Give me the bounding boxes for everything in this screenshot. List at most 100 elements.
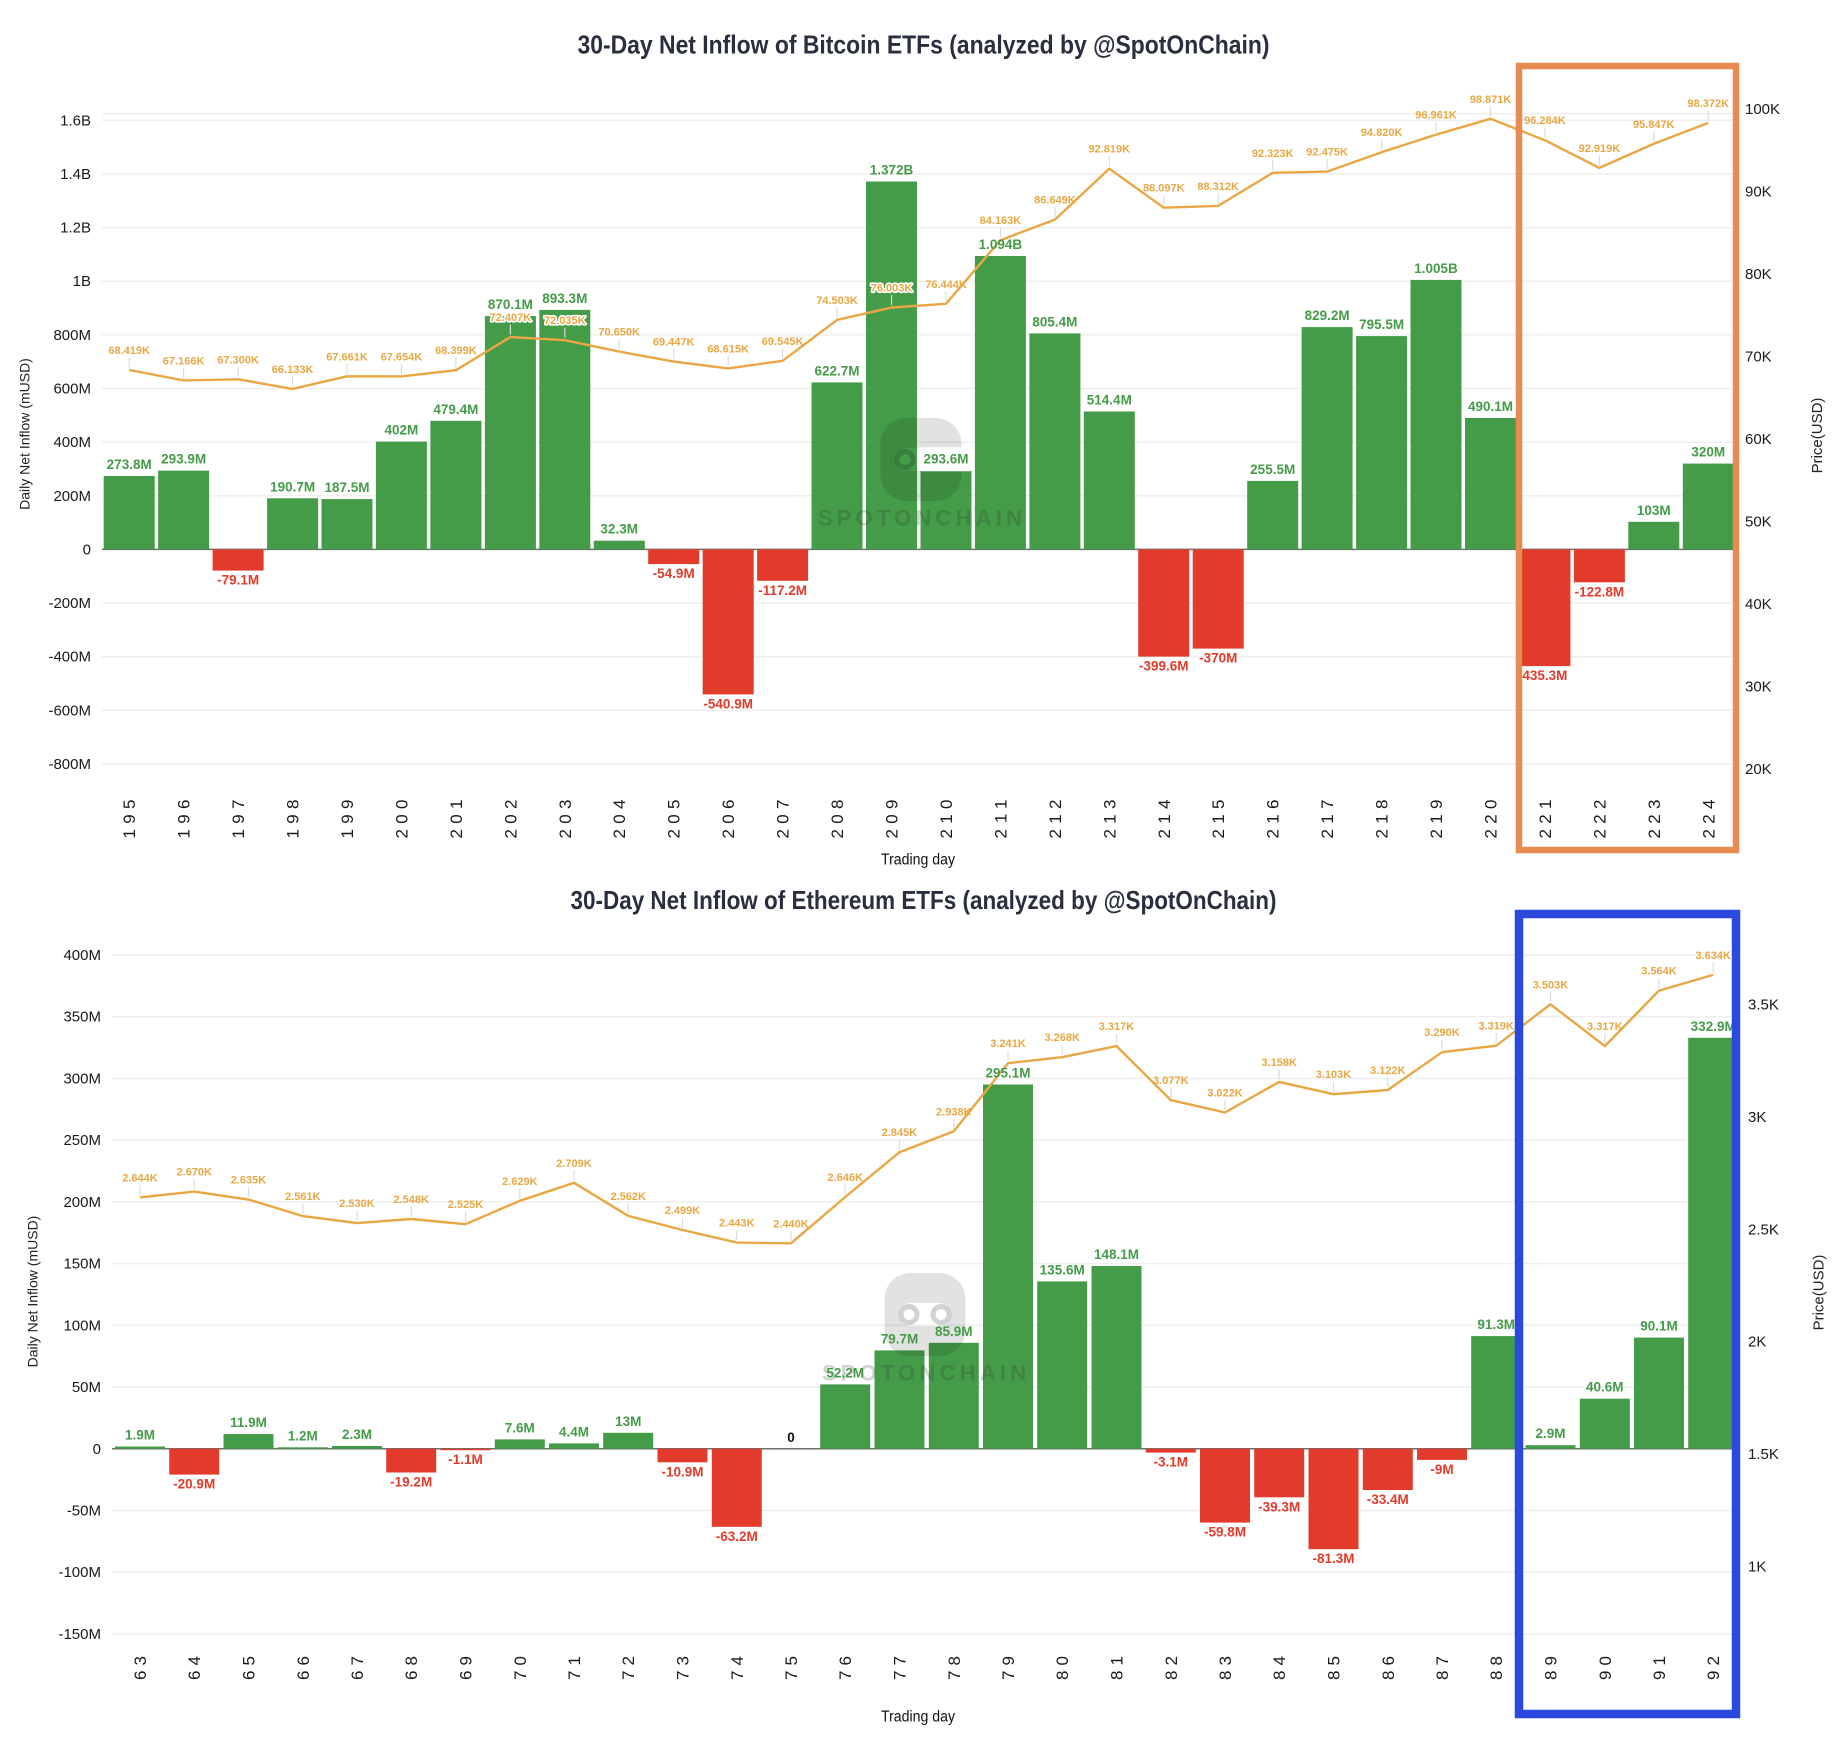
svg-text:201: 201 <box>447 800 466 839</box>
svg-text:223: 223 <box>1645 800 1664 839</box>
svg-text:199: 199 <box>338 800 357 839</box>
svg-text:400M: 400M <box>53 434 91 451</box>
svg-text:40K: 40K <box>1745 596 1772 613</box>
svg-text:1.4B: 1.4B <box>60 166 91 183</box>
svg-text:-399.6M: -399.6M <box>1139 659 1189 674</box>
svg-text:13M: 13M <box>615 1414 641 1429</box>
svg-text:100K: 100K <box>1745 101 1780 118</box>
svg-text:805.4M: 805.4M <box>1032 314 1077 329</box>
svg-text:88.097K: 88.097K <box>1143 183 1185 195</box>
svg-text:Price(USD): Price(USD) <box>1809 398 1826 474</box>
svg-text:215: 215 <box>1209 800 1228 839</box>
svg-text:829.2M: 829.2M <box>1305 308 1350 323</box>
svg-text:3.317K: 3.317K <box>1099 1021 1135 1033</box>
svg-text:2.525K: 2.525K <box>448 1199 484 1211</box>
svg-text:50M: 50M <box>72 1379 101 1396</box>
svg-text:293.6M: 293.6M <box>923 452 968 467</box>
svg-text:1.2M: 1.2M <box>288 1428 318 1443</box>
svg-text:-100M: -100M <box>58 1564 101 1581</box>
svg-text:Daily Net Inflow (mUSD): Daily Net Inflow (mUSD) <box>25 1216 41 1368</box>
svg-text:3.077K: 3.077K <box>1153 1075 1189 1087</box>
svg-text:SPOTONCHAIN: SPOTONCHAIN <box>822 1361 1030 1386</box>
svg-text:205: 205 <box>665 800 684 839</box>
svg-text:70K: 70K <box>1745 349 1772 366</box>
svg-text:211: 211 <box>991 800 1010 839</box>
svg-text:222: 222 <box>1590 800 1609 839</box>
svg-text:30K: 30K <box>1745 679 1772 696</box>
svg-text:3.634K: 3.634K <box>1695 950 1731 962</box>
svg-text:870.1M: 870.1M <box>488 297 533 312</box>
svg-text:-10.9M: -10.9M <box>661 1464 703 1479</box>
svg-text:3K: 3K <box>1748 1109 1766 1126</box>
svg-text:2.709K: 2.709K <box>556 1158 592 1170</box>
svg-text:2.548K: 2.548K <box>393 1194 429 1206</box>
svg-text:200M: 200M <box>53 488 91 505</box>
svg-text:-79.1M: -79.1M <box>217 573 259 588</box>
svg-text:SPOTONCHAIN: SPOTONCHAIN <box>818 506 1026 531</box>
svg-text:68.419K: 68.419K <box>108 345 150 357</box>
svg-text:3.290K: 3.290K <box>1424 1027 1460 1039</box>
svg-text:273.8M: 273.8M <box>107 457 152 472</box>
svg-text:203: 203 <box>556 800 575 839</box>
svg-text:320M: 320M <box>1691 445 1725 460</box>
svg-text:40.6M: 40.6M <box>1586 1380 1624 1395</box>
svg-text:293.9M: 293.9M <box>161 452 206 467</box>
svg-text:220: 220 <box>1482 800 1501 839</box>
svg-text:190.7M: 190.7M <box>270 479 315 494</box>
svg-text:4.4M: 4.4M <box>559 1424 589 1439</box>
svg-text:1.9M: 1.9M <box>125 1428 155 1443</box>
svg-text:212: 212 <box>1046 800 1065 839</box>
svg-text:72.407K: 72.407K <box>490 312 532 324</box>
svg-text:69.545K: 69.545K <box>762 336 804 348</box>
svg-text:72.035K: 72.035K <box>544 315 586 327</box>
svg-text:-400M: -400M <box>48 649 91 666</box>
svg-text:-3.1M: -3.1M <box>1154 1455 1189 1470</box>
svg-text:150M: 150M <box>63 1256 101 1273</box>
svg-text:3.158K: 3.158K <box>1261 1057 1297 1069</box>
svg-text:3.103K: 3.103K <box>1316 1069 1352 1081</box>
svg-text:Trading day: Trading day <box>881 852 955 869</box>
svg-text:95.847K: 95.847K <box>1633 119 1675 131</box>
svg-text:2.5K: 2.5K <box>1748 1221 1779 1238</box>
svg-text:1.2B: 1.2B <box>60 220 91 237</box>
svg-text:90K: 90K <box>1745 184 1772 201</box>
svg-text:198: 198 <box>284 800 303 839</box>
svg-text:Trading day: Trading day <box>881 1709 955 1726</box>
svg-text:66.133K: 66.133K <box>272 364 314 376</box>
svg-text:1.5K: 1.5K <box>1748 1446 1779 1463</box>
svg-text:103M: 103M <box>1637 503 1671 518</box>
svg-text:2K: 2K <box>1748 1334 1766 1351</box>
svg-text:204: 204 <box>610 800 629 839</box>
svg-text:76.003K: 76.003K <box>871 283 913 295</box>
svg-text:332.9M: 332.9M <box>1691 1019 1736 1034</box>
svg-text:30-Day Net Inflow of Ethereum: 30-Day Net Inflow of Ethereum ETFs (anal… <box>571 885 1277 915</box>
svg-text:2.646K: 2.646K <box>827 1172 863 1184</box>
svg-text:-54.9M: -54.9M <box>653 566 695 581</box>
svg-text:-122.8M: -122.8M <box>1575 584 1625 599</box>
svg-text:200: 200 <box>392 800 411 839</box>
svg-text:208: 208 <box>828 800 847 839</box>
svg-text:50K: 50K <box>1745 514 1772 531</box>
svg-text:-19.2M: -19.2M <box>390 1475 432 1490</box>
svg-text:148.1M: 148.1M <box>1094 1247 1139 1262</box>
svg-text:195: 195 <box>120 800 139 839</box>
svg-text:-600M: -600M <box>48 702 91 719</box>
svg-text:60K: 60K <box>1745 431 1772 448</box>
svg-text:2.499K: 2.499K <box>665 1205 701 1217</box>
svg-text:1.372B: 1.372B <box>870 163 914 178</box>
svg-text:3.5K: 3.5K <box>1748 997 1779 1014</box>
svg-text:514.4M: 514.4M <box>1087 393 1132 408</box>
svg-text:74.503K: 74.503K <box>816 295 858 307</box>
svg-text:11.9M: 11.9M <box>230 1415 267 1430</box>
svg-text:90.1M: 90.1M <box>1640 1319 1678 1334</box>
svg-text:490.1M: 490.1M <box>1468 399 1513 414</box>
svg-text:2.440K: 2.440K <box>773 1218 809 1230</box>
svg-text:0: 0 <box>83 541 91 558</box>
svg-text:213: 213 <box>1100 800 1119 839</box>
svg-text:-81.3M: -81.3M <box>1312 1551 1354 1566</box>
svg-text:-200M: -200M <box>48 595 91 612</box>
svg-text:-117.2M: -117.2M <box>758 583 807 598</box>
svg-text:80K: 80K <box>1745 266 1772 283</box>
svg-text:Daily Net Inflow (mUSD): Daily Net Inflow (mUSD) <box>17 358 33 510</box>
svg-text:2.562K: 2.562K <box>610 1191 646 1203</box>
